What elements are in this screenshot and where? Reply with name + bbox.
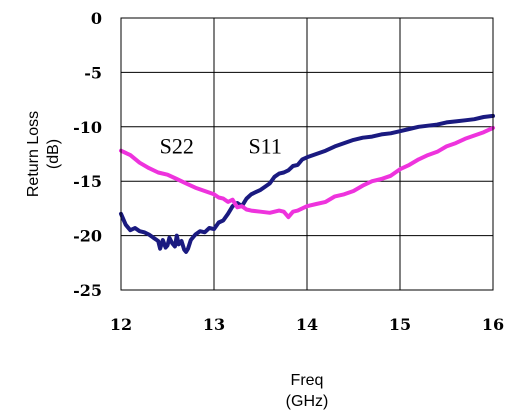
series-line-s11: [119, 113, 495, 254]
data-series: [119, 113, 495, 254]
plot-frame: [120, 17, 494, 291]
x-tick-label: 15: [389, 315, 411, 334]
series-annotations: S22 S11: [160, 133, 282, 158]
y-tick-label: -25: [73, 281, 102, 300]
x-tick-label: 12: [110, 315, 132, 334]
x-tick-labels: 12 13 14 15 16: [110, 315, 504, 334]
y-tick-label: -5: [84, 63, 102, 82]
y-tick-label: 0: [91, 9, 102, 28]
annotation-s11: S11: [248, 133, 281, 158]
y-tick-label: -10: [73, 118, 102, 137]
grid-lines: [121, 18, 493, 290]
x-tick-label: 16: [482, 315, 504, 334]
x-axis-title-line-1: Freq: [291, 372, 324, 389]
x-tick-label: 13: [203, 315, 225, 334]
series-line-s22: [119, 125, 495, 220]
y-tick-label: -15: [73, 172, 102, 191]
x-tick-label: 14: [296, 315, 318, 334]
y-tick-label: -20: [73, 227, 102, 246]
y-tick-labels: 0 -5 -10 -15 -20 -25: [73, 9, 102, 300]
y-axis-title-line-2: (dB): [45, 139, 62, 169]
x-axis-title-line-2: (GHz): [286, 393, 329, 410]
y-axis-title-line-1: Return Loss: [25, 111, 42, 197]
annotation-s22: S22: [160, 133, 194, 158]
